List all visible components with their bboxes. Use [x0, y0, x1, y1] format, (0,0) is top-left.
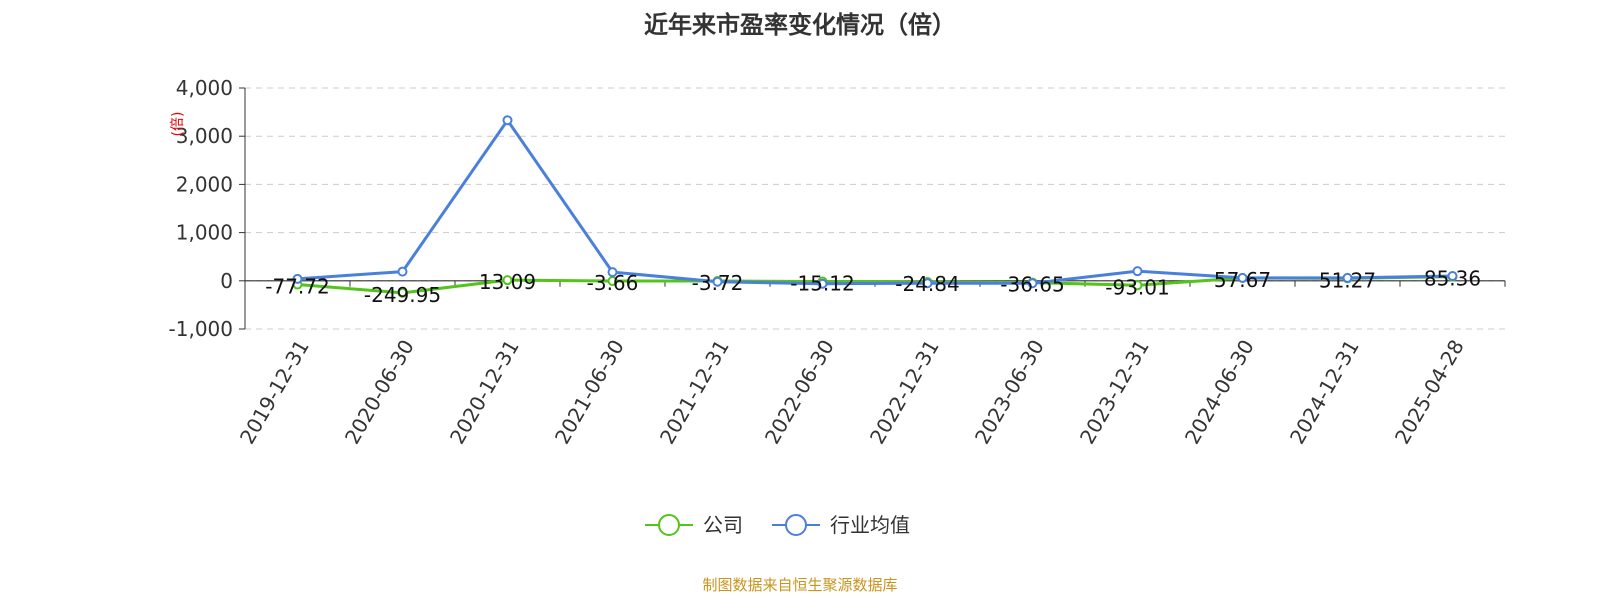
data-point[interactable]	[397, 287, 408, 298]
x-tick-label: 2022-06-30	[760, 336, 839, 449]
y-tick-label: 1,000	[176, 221, 233, 245]
legend-item-industry-average[interactable]: 行业均值	[772, 513, 910, 537]
data-label: -24.84	[895, 272, 959, 296]
data-label: 85.36	[1424, 267, 1481, 291]
legend-label: 公司	[703, 513, 743, 537]
series-line-industry-average	[297, 118, 1453, 286]
data-point[interactable]	[817, 278, 828, 289]
data-point[interactable]	[1132, 266, 1143, 277]
x-tick-label: 2024-06-30	[1180, 336, 1259, 449]
x-tick-label: 2025-04-28	[1390, 336, 1469, 449]
y-tick-label: -1,000	[169, 317, 233, 341]
data-source-note: 制图数据来自恒生聚源数据库	[702, 576, 897, 594]
y-tick-label: 3,000	[176, 124, 233, 148]
data-point[interactable]	[397, 266, 408, 277]
data-point[interactable]	[1027, 278, 1038, 289]
x-tick-label: 2020-06-30	[340, 336, 419, 449]
data-label: -36.65	[1000, 273, 1064, 297]
x-tick-label: 2021-06-30	[550, 336, 629, 449]
x-tick-label: 2021-12-31	[655, 336, 734, 449]
legend-marker	[785, 514, 807, 536]
data-point[interactable]	[922, 278, 933, 289]
data-label: -3.66	[587, 271, 639, 295]
data-label: -249.95	[364, 283, 441, 307]
data-label: 51.27	[1319, 268, 1376, 292]
data-label: -3.72	[692, 271, 744, 295]
data-label: -93.01	[1105, 275, 1169, 299]
data-point[interactable]	[502, 115, 513, 126]
x-tick-label: 2024-12-31	[1285, 336, 1364, 449]
data-point[interactable]	[1447, 270, 1458, 281]
legend-item-company[interactable]: 公司	[645, 513, 743, 537]
data-point[interactable]	[1132, 280, 1143, 291]
y-tick-label: 4,000	[176, 76, 233, 100]
data-point[interactable]	[1237, 272, 1248, 283]
x-tick-label: 2023-12-31	[1075, 336, 1154, 449]
data-point[interactable]	[1342, 272, 1353, 283]
data-label: 13.09	[479, 270, 536, 294]
series	[292, 115, 1458, 298]
legend[interactable]: 公司 行业均值	[645, 513, 910, 537]
chart-title: 近年来市盈率变化情况（倍）	[644, 11, 956, 39]
legend-label: 行业均值	[830, 513, 910, 537]
x-tick-label: 2022-12-31	[865, 336, 944, 449]
data-point[interactable]	[712, 276, 723, 287]
data-point[interactable]	[502, 275, 513, 286]
data-point[interactable]	[292, 273, 303, 284]
data-label: -77.72	[265, 275, 329, 299]
x-tick-label: 2019-12-31	[235, 336, 314, 449]
data-labels: -77.72 -249.95 13.09 -3.66 -3.72 -15.12 -24.84…	[265, 267, 1481, 307]
data-label: -15.12	[790, 272, 854, 296]
x-tick-label: 2023-06-30	[970, 336, 1049, 449]
y-tick-label: 2,000	[176, 172, 233, 196]
x-tick-label: 2020-12-31	[445, 336, 524, 449]
data-label: 57.67	[1214, 268, 1271, 292]
y-tick-label: 0	[220, 269, 233, 293]
y-axis-unit: (倍)	[170, 112, 186, 137]
axes: -1,000 0 1,000 2,000 3,000 4,000 2019-12-31 202…	[169, 76, 1506, 449]
data-point[interactable]	[607, 267, 618, 278]
legend-marker	[658, 514, 680, 536]
